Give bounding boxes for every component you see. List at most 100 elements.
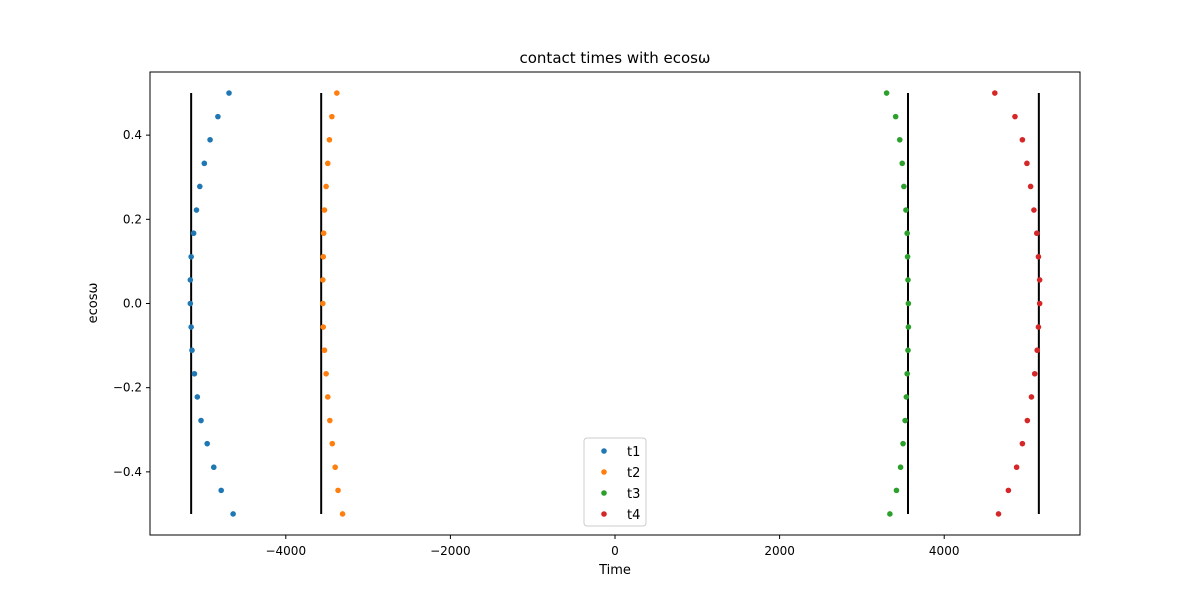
- data-point-t3: [902, 417, 908, 424]
- legend-marker-t2: [601, 469, 607, 475]
- data-point-t3: [899, 160, 906, 167]
- data-point-t1: [191, 370, 198, 377]
- x-axis-ticks: −4000 −2000 0 2000 4000: [265, 535, 959, 558]
- data-point-t4: [1024, 160, 1030, 167]
- legend-label-t1: t1: [627, 445, 640, 460]
- data-point-t1: [194, 394, 201, 400]
- data-point-t2: [339, 511, 346, 517]
- data-point-t1: [187, 300, 194, 307]
- data-point-t1: [189, 347, 195, 354]
- data-point-t3: [901, 183, 907, 190]
- y-tick-label: −0.2: [113, 381, 142, 395]
- data-point-t3: [905, 277, 911, 283]
- series-t3: [883, 90, 912, 517]
- data-point-t3: [893, 487, 900, 494]
- data-point-t4: [1036, 300, 1043, 307]
- legend-label-t2: t2: [627, 466, 640, 481]
- data-point-t1: [230, 511, 236, 517]
- data-point-t4: [1031, 370, 1038, 377]
- data-point-t3: [904, 370, 910, 377]
- data-point-t3: [905, 300, 912, 307]
- y-axis-ticks: −0.4 −0.2 0.0 0.2 0.4: [113, 128, 150, 479]
- data-point-t2: [323, 370, 329, 377]
- data-points: [187, 90, 1043, 517]
- y-axis-label: ecosω: [86, 283, 101, 324]
- data-point-t4: [1024, 417, 1031, 424]
- legend: t1 t2 t3 t4: [583, 437, 647, 527]
- data-point-t3: [897, 464, 904, 471]
- data-point-t2: [320, 230, 327, 237]
- data-point-t4: [1005, 487, 1012, 494]
- data-point-t2: [326, 136, 333, 143]
- data-point-t3: [900, 440, 906, 447]
- data-point-t2: [324, 394, 331, 400]
- data-point-t1: [201, 160, 208, 167]
- x-tick-label: −2000: [430, 544, 471, 558]
- legend-marker-t1: [601, 448, 607, 454]
- series-t4: [992, 90, 1043, 517]
- data-point-t3: [896, 136, 903, 143]
- data-point-t4: [1019, 440, 1026, 447]
- data-point-t4: [1013, 464, 1020, 471]
- y-tick-label: 0.2: [123, 212, 142, 226]
- data-point-t3: [904, 230, 910, 237]
- x-tick-label: 4000: [929, 544, 960, 558]
- data-point-t4: [1033, 230, 1040, 237]
- data-point-t2: [332, 464, 338, 471]
- data-point-t2: [327, 417, 333, 424]
- data-point-t4: [1036, 277, 1043, 283]
- data-point-t1: [207, 136, 213, 143]
- chart-title: contact times with ecosω: [520, 49, 711, 67]
- data-point-t4: [1035, 324, 1042, 330]
- data-point-t2: [334, 90, 340, 96]
- data-point-t4: [995, 511, 1002, 517]
- data-point-t3: [892, 113, 899, 120]
- data-point-t3: [905, 324, 912, 330]
- x-tick-label: 2000: [764, 544, 795, 558]
- data-point-t1: [188, 324, 194, 330]
- data-point-t2: [323, 183, 329, 190]
- x-tick-label: 0: [611, 544, 619, 558]
- y-tick-label: −0.4: [113, 465, 142, 479]
- data-point-t3: [903, 207, 909, 213]
- data-point-t2: [321, 207, 328, 213]
- legend-label-t4: t4: [627, 508, 640, 523]
- legend-label-t3: t3: [627, 487, 640, 502]
- data-point-t4: [1034, 347, 1041, 354]
- data-point-t4: [1031, 207, 1037, 213]
- data-point-t3: [903, 394, 910, 400]
- data-point-t3: [883, 90, 890, 96]
- data-point-t2: [320, 253, 327, 260]
- series-t2: [320, 90, 346, 517]
- data-point-t1: [193, 207, 200, 213]
- data-point-t2: [320, 300, 326, 307]
- data-point-t1: [196, 183, 203, 190]
- data-point-t2: [335, 487, 341, 494]
- data-point-t1: [190, 230, 197, 237]
- data-point-t1: [218, 487, 224, 494]
- x-tick-label: −4000: [265, 544, 306, 558]
- data-point-t3: [904, 253, 911, 260]
- legend-marker-t4: [601, 511, 607, 517]
- data-point-t4: [1027, 183, 1034, 190]
- series-t1: [187, 90, 236, 517]
- data-point-t4: [1028, 394, 1035, 400]
- data-point-t1: [187, 277, 194, 283]
- data-point-t2: [329, 440, 336, 447]
- data-point-t2: [324, 160, 331, 167]
- data-point-t4: [1019, 136, 1026, 143]
- data-point-t2: [321, 347, 328, 354]
- data-point-t4: [1035, 253, 1042, 260]
- data-point-t3: [887, 511, 893, 517]
- data-point-t3: [905, 347, 911, 354]
- y-tick-label: 0.4: [123, 128, 142, 142]
- data-point-t2: [320, 277, 326, 283]
- data-point-t2: [320, 324, 327, 330]
- legend-frame: [583, 437, 647, 527]
- x-axis-label: Time: [598, 563, 631, 578]
- data-point-t1: [198, 417, 204, 424]
- legend-marker-t3: [601, 490, 607, 496]
- data-point-t1: [210, 464, 217, 471]
